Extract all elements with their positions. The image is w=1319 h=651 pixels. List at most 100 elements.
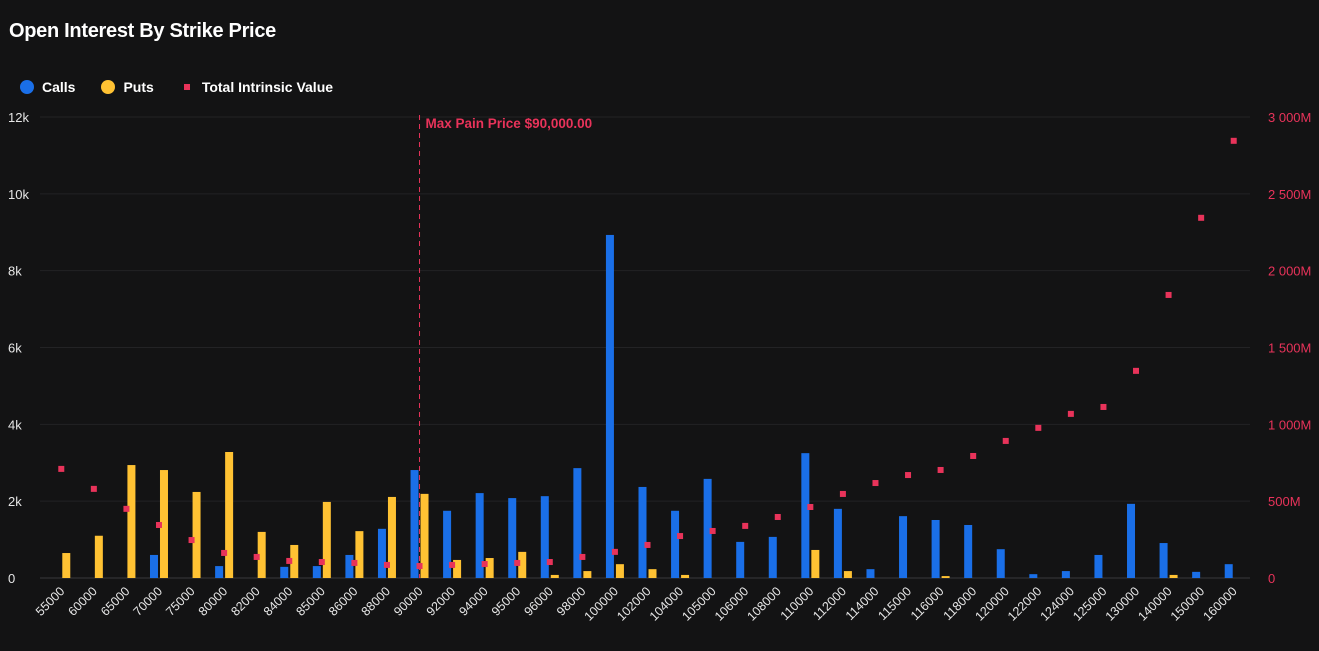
x-tick-label: 55000 xyxy=(33,584,68,619)
intrinsic-value-point xyxy=(1230,137,1237,144)
intrinsic-value-point xyxy=(253,553,260,560)
calls-bar xyxy=(605,234,614,579)
intrinsic-value-point xyxy=(286,557,293,564)
x-tick-label: 124000 xyxy=(1038,584,1077,623)
y-left-tick-label: 0 xyxy=(8,571,15,586)
intrinsic-value-point xyxy=(449,561,456,568)
intrinsic-value-point xyxy=(90,485,97,492)
y-left-tick-label: 4k xyxy=(8,417,22,432)
x-tick-label: 105000 xyxy=(679,584,718,623)
x-tick-label: 94000 xyxy=(456,584,491,619)
x-tick-label: 86000 xyxy=(326,584,361,619)
calls-bar xyxy=(638,486,647,578)
x-tick-label: 102000 xyxy=(614,584,653,623)
puts-bar xyxy=(355,531,364,578)
puts-bar xyxy=(681,574,690,578)
legend-calls[interactable]: Calls xyxy=(20,79,75,95)
calls-bar xyxy=(1192,571,1201,578)
x-tick-label: 125000 xyxy=(1070,584,1109,623)
intrinsic-value-point xyxy=(1133,367,1140,374)
calls-bar xyxy=(475,493,484,578)
puts-bar xyxy=(518,551,527,578)
calls-bar xyxy=(1061,571,1070,578)
puts-bar xyxy=(1169,574,1178,578)
intrinsic-value-point xyxy=(1035,424,1042,431)
puts-bar xyxy=(127,465,136,578)
intrinsic-value-point xyxy=(383,561,390,568)
intrinsic-value-point xyxy=(1198,214,1205,221)
intrinsic-value-point xyxy=(579,553,586,560)
intrinsic-value-point xyxy=(807,504,814,511)
y-right-tick-label: 1 000M xyxy=(1268,417,1311,432)
puts-bar xyxy=(941,576,950,578)
x-tick-label: 120000 xyxy=(972,584,1011,623)
calls-bar xyxy=(443,510,452,578)
calls-bar xyxy=(1159,543,1168,578)
intrinsic-value-point xyxy=(221,549,228,556)
legend-puts[interactable]: Puts xyxy=(101,79,154,95)
calls-bar xyxy=(703,478,712,578)
intrinsic-value-point xyxy=(644,541,651,548)
x-tick-label: 114000 xyxy=(843,584,882,623)
legend-intrinsic[interactable]: Total Intrinsic Value xyxy=(180,79,333,95)
x-tick-label: 96000 xyxy=(521,584,556,619)
puts-bar xyxy=(453,559,462,578)
puts-bar xyxy=(159,470,168,578)
intrinsic-value-point xyxy=(1165,291,1172,298)
y-right-tick-label: 500M xyxy=(1268,494,1301,509)
x-tick-label: 112000 xyxy=(810,584,849,623)
x-tick-label: 88000 xyxy=(359,584,394,619)
legend: Calls Puts Total Intrinsic Value xyxy=(20,79,359,95)
intrinsic-value-point xyxy=(709,527,716,534)
intrinsic-swatch-icon xyxy=(183,84,190,90)
calls-bar xyxy=(410,470,419,578)
x-tick-label: 106000 xyxy=(712,584,751,623)
calls-bar xyxy=(312,566,321,578)
calls-bar xyxy=(345,554,354,578)
puts-bar xyxy=(550,574,559,578)
y-left-tick-label: 10k xyxy=(8,187,29,202)
y-right-tick-label: 0 xyxy=(1268,571,1275,586)
x-tick-label: 116000 xyxy=(908,584,947,623)
intrinsic-value-point xyxy=(155,521,162,528)
calls-bar xyxy=(866,569,875,578)
x-tick-label: 75000 xyxy=(163,584,198,619)
legend-label: Total Intrinsic Value xyxy=(201,79,334,95)
x-tick-label: 130000 xyxy=(1103,584,1142,623)
x-tick-label: 140000 xyxy=(1135,584,1174,623)
puts-bar xyxy=(387,496,396,578)
puts-bar xyxy=(485,558,494,578)
y-left-tick-label: 2k xyxy=(8,494,22,509)
y-right-tick-label: 2 000M xyxy=(1268,264,1311,279)
calls-bar xyxy=(996,549,1005,578)
intrinsic-value-point xyxy=(123,505,130,512)
x-tick-label: 104000 xyxy=(647,584,686,623)
y-left-tick-label: 6k xyxy=(8,341,22,356)
calls-bar xyxy=(1127,503,1136,578)
y-left-tick-label: 8k xyxy=(8,264,22,279)
y-right-tick-label: 1 500M xyxy=(1268,341,1311,356)
calls-bar xyxy=(280,566,289,578)
calls-swatch-icon xyxy=(20,80,34,94)
intrinsic-value-point xyxy=(481,561,488,568)
x-tick-label: 92000 xyxy=(424,584,459,619)
puts-bar xyxy=(290,544,299,578)
puts-bar xyxy=(322,501,331,578)
intrinsic-value-point xyxy=(872,480,879,487)
calls-bar xyxy=(149,554,158,578)
intrinsic-value-point xyxy=(1100,403,1107,410)
intrinsic-value-point xyxy=(905,472,912,479)
intrinsic-value-point xyxy=(1067,410,1074,417)
puts-bar xyxy=(62,553,71,578)
calls-bar xyxy=(801,453,810,578)
puts-bar xyxy=(94,535,103,578)
puts-swatch-icon xyxy=(101,80,116,94)
puts-bar xyxy=(583,571,592,578)
puts-bar xyxy=(811,549,820,578)
x-tick-label: 85000 xyxy=(293,584,328,619)
calls-bar xyxy=(1224,564,1233,578)
legend-label: Calls xyxy=(42,79,76,95)
x-tick-label: 122000 xyxy=(1005,584,1044,623)
y-right-tick-label: 2 500M xyxy=(1268,187,1311,202)
